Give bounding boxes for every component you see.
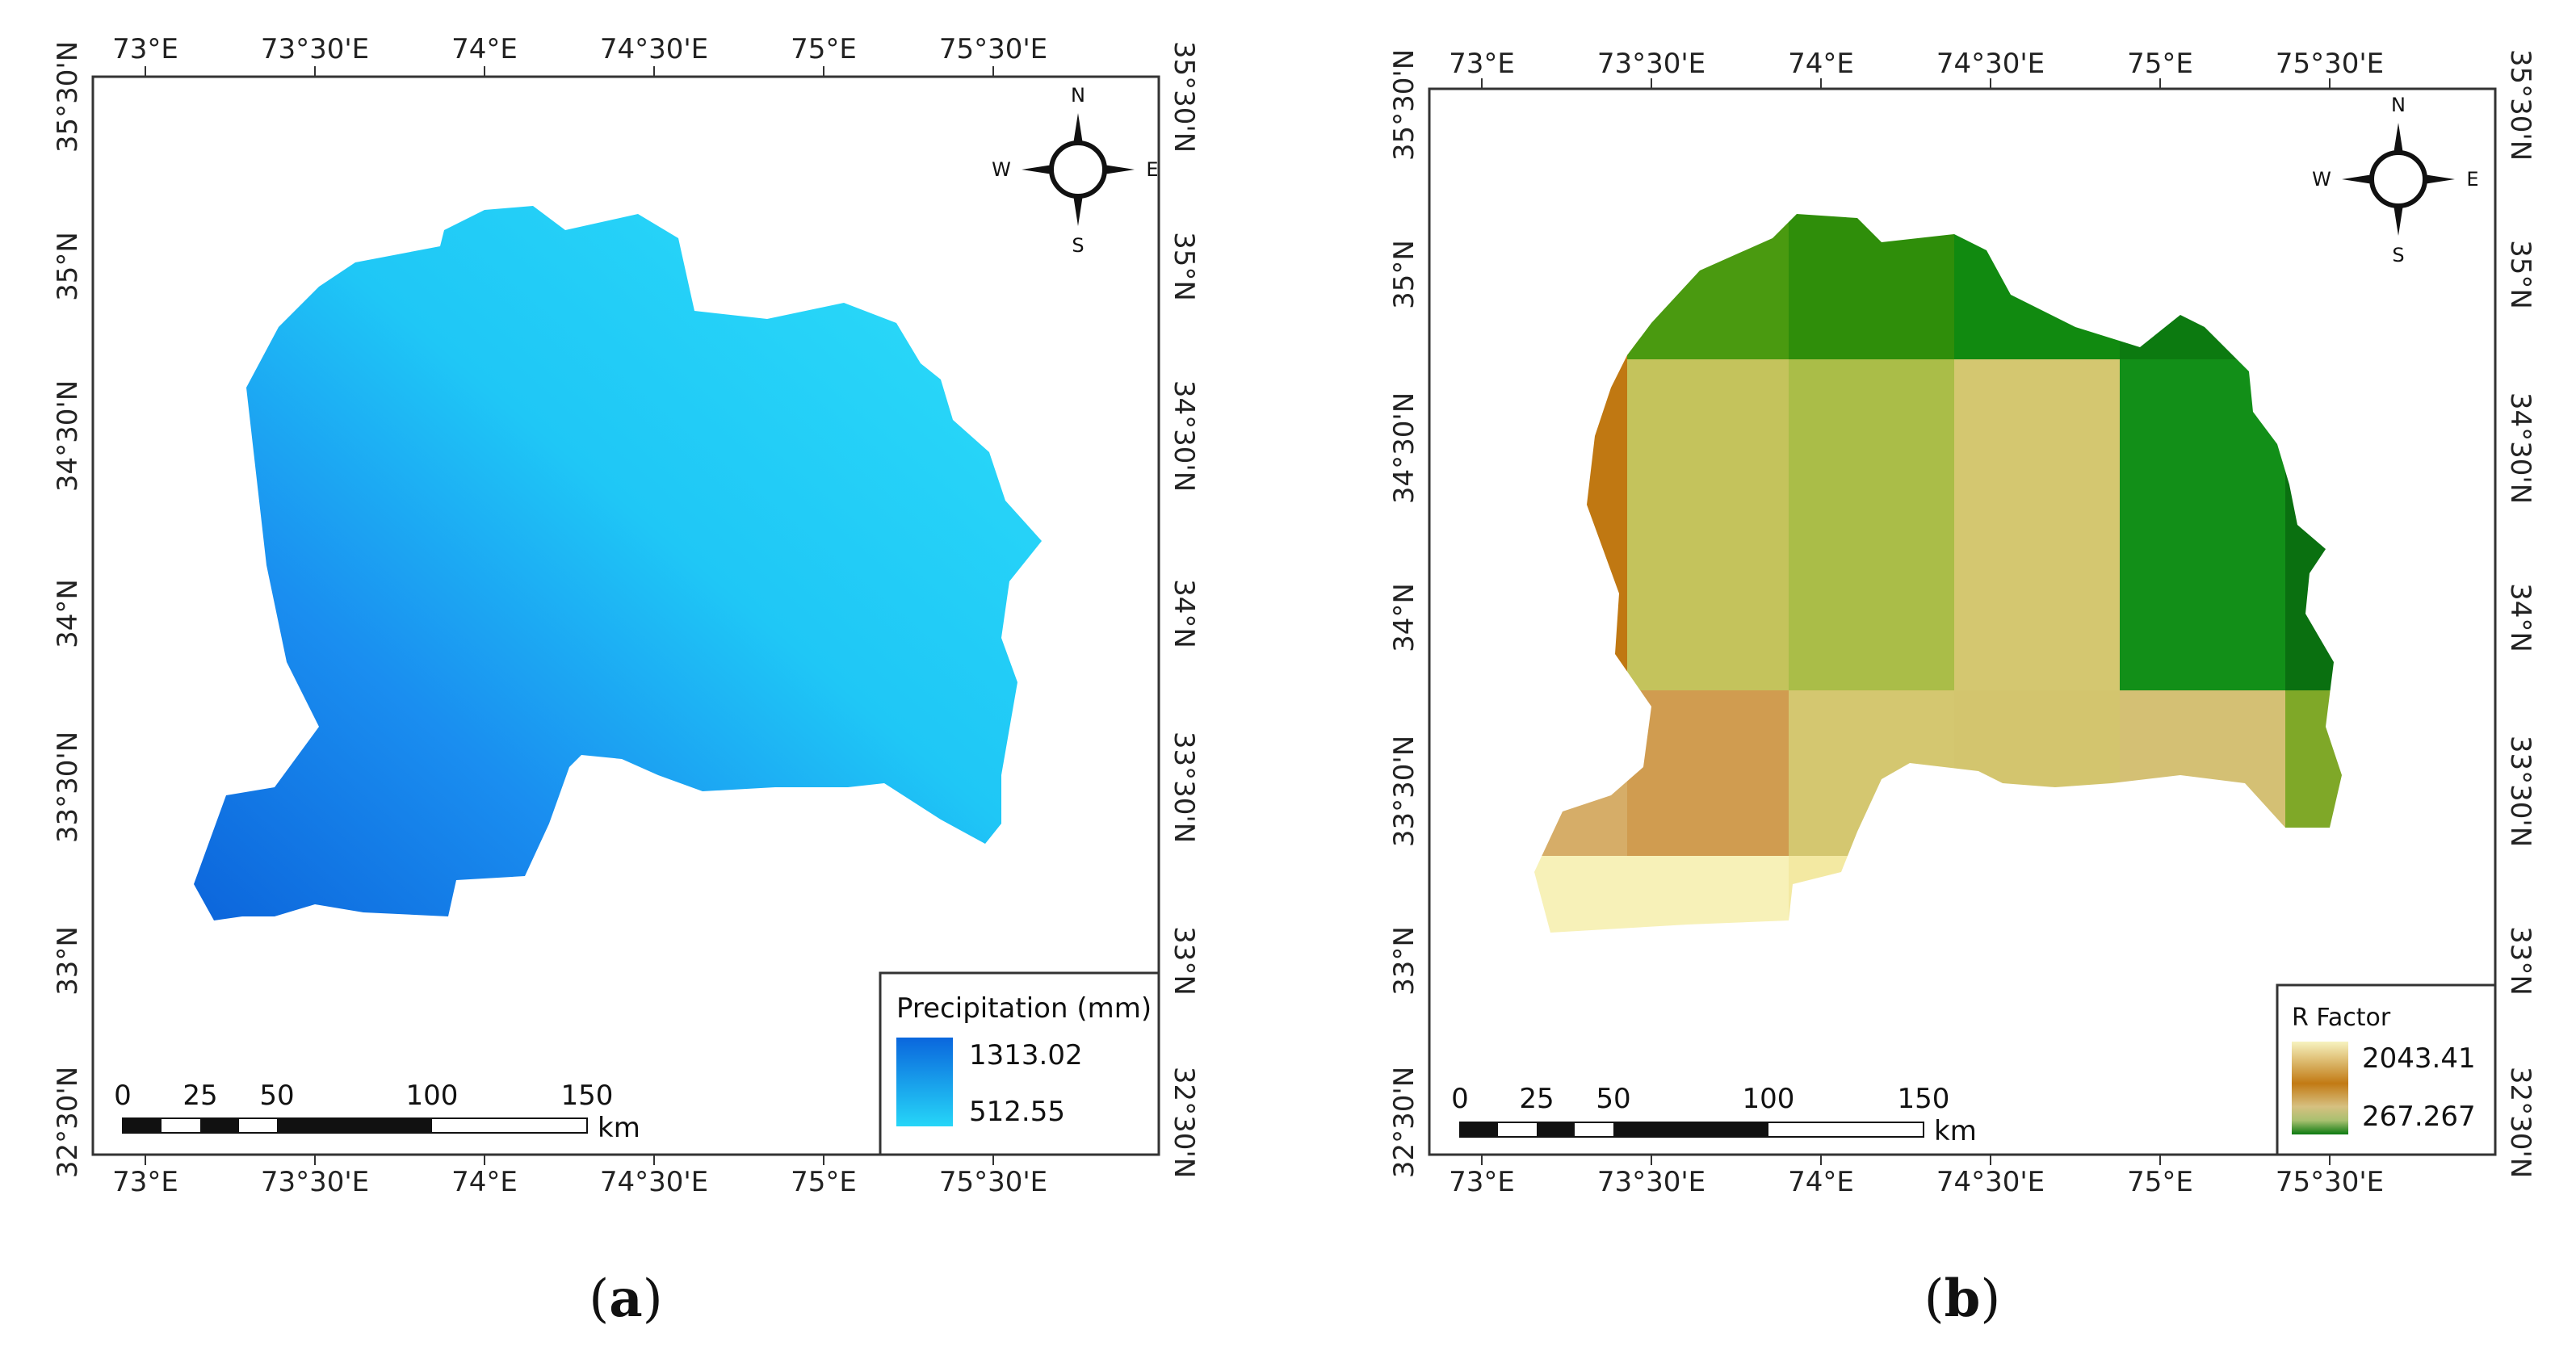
- compass-a-north-label: N: [1071, 84, 1085, 107]
- map-panel-a: 73°E 73°30'E 74°E 74°30'E 75°E 75°30'E 7…: [52, 33, 1200, 1329]
- legend-b-min: 267.267: [2362, 1101, 2476, 1133]
- map-a-lat-right-1: 35°N: [1168, 232, 1200, 301]
- map-a-lon-bottom-4: 75°E: [791, 1166, 857, 1198]
- north-arrow-compass-icon: N S W E: [2312, 94, 2478, 266]
- legend-b-max: 2043.41: [2362, 1042, 2476, 1075]
- map-b-lat-right-5: 33°N: [2504, 926, 2536, 996]
- map-b-lon-bottom-4: 75°E: [2127, 1166, 2193, 1198]
- scale-a-label-150: 150: [561, 1080, 614, 1112]
- map-a-lat-left-3: 34°N: [52, 579, 84, 648]
- map-b-graticule-ticks: [1481, 78, 2331, 1165]
- legend-a-color-ramp: [896, 1038, 953, 1126]
- map-a-lon-top-1: 73°30'E: [261, 33, 369, 65]
- map-a-lat-left-1: 35°N: [52, 232, 84, 301]
- legend-b-title: R Factor: [2292, 1004, 2391, 1032]
- map-b-lat-right-2: 34°30'N: [2504, 392, 2536, 504]
- map-b-lon-top-2: 74°E: [1788, 48, 1854, 80]
- compass-b-east-label: E: [2466, 168, 2478, 191]
- map-b-lon-bottom-3: 74°30'E: [1936, 1166, 2045, 1198]
- legend-a-title: Precipitation (mm): [896, 992, 1152, 1025]
- map-a-lat-right-6: 32°30'N: [1168, 1067, 1200, 1178]
- scale-b-label-0: 0: [1451, 1083, 1469, 1115]
- scale-b-unit: km: [1934, 1115, 1977, 1147]
- map-a-lat-left-0: 35°30'N: [52, 41, 84, 153]
- scale-a-unit: km: [598, 1112, 640, 1144]
- compass-b-north-label: N: [2391, 94, 2406, 116]
- map-b-lat-right-4: 33°30'N: [2504, 736, 2536, 847]
- map-a-lon-bottom-0: 73°E: [112, 1166, 178, 1198]
- map-a-lon-bottom-2: 74°E: [451, 1166, 518, 1198]
- caption-b: (b): [1924, 1268, 2001, 1329]
- map-b-lon-top-5: 75°30'E: [2276, 48, 2384, 80]
- map-b-lat-right-0: 35°30'N: [2504, 49, 2536, 161]
- scale-a-label-100: 100: [406, 1080, 459, 1112]
- map-a-lat-right-0: 35°30'N: [1168, 41, 1200, 153]
- map-b-lat-left-5: 33°N: [1388, 926, 1420, 996]
- map-b-lat-left-3: 34°N: [1388, 583, 1420, 652]
- map-b-lat-left-0: 35°30'N: [1388, 49, 1420, 161]
- map-b-lat-right-3: 34°N: [2504, 583, 2536, 652]
- map-b-lon-top-0: 73°E: [1449, 48, 1515, 80]
- map-b-lat-left-2: 34°30'N: [1388, 392, 1420, 504]
- map-a-lat-left-4: 33°30'N: [52, 732, 84, 843]
- map-a-lat-right-3: 34°N: [1168, 579, 1200, 648]
- scale-b-label-50: 50: [1596, 1083, 1630, 1115]
- map-b-lat-left-4: 33°30'N: [1388, 736, 1420, 847]
- map-a-lat-right-2: 34°30'N: [1168, 380, 1200, 492]
- map-a-lon-bottom-5: 75°30'E: [939, 1166, 1047, 1198]
- map-b-lon-bottom-1: 73°30'E: [1597, 1166, 1705, 1198]
- map-a-lon-bottom-3: 74°30'E: [600, 1166, 708, 1198]
- map-b-lon-top-4: 75°E: [2127, 48, 2193, 80]
- scale-b-label-100: 100: [1743, 1083, 1795, 1115]
- caption-a: (a): [589, 1268, 662, 1329]
- scale-b-label-150: 150: [1898, 1083, 1950, 1115]
- north-arrow-compass-icon: N S W E: [992, 84, 1158, 257]
- map-b-lon-top-1: 73°30'E: [1597, 48, 1705, 80]
- compass-a-south-label: S: [1072, 234, 1084, 257]
- map-a-lat-right-4: 33°30'N: [1168, 732, 1200, 843]
- map-a-lon-top-2: 74°E: [451, 33, 518, 65]
- legend-a-max: 1313.02: [969, 1039, 1083, 1071]
- map-a-lat-left-6: 32°30'N: [52, 1067, 84, 1178]
- map-b-lon-bottom-0: 73°E: [1449, 1166, 1515, 1198]
- map-b-lat-left-1: 35°N: [1388, 240, 1420, 309]
- map-b-lat-right-1: 35°N: [2504, 240, 2536, 309]
- map-a-lon-top-3: 74°30'E: [600, 33, 708, 65]
- map-a-graticule-ticks: [145, 66, 994, 1165]
- map-b-lon-top-3: 74°30'E: [1936, 48, 2045, 80]
- scale-a-label-25: 25: [183, 1080, 217, 1112]
- map-a-lat-right-5: 33°N: [1168, 926, 1200, 996]
- legend-a: Precipitation (mm) 1313.02 512.55: [879, 971, 1160, 1156]
- compass-a-east-label: E: [1146, 158, 1158, 181]
- scale-a-label-0: 0: [114, 1080, 132, 1112]
- scale-a-label-50: 50: [259, 1080, 294, 1112]
- legend-b-color-ramp: [2292, 1042, 2348, 1134]
- map-b-lat-left-6: 32°30'N: [1388, 1067, 1420, 1178]
- map-a-lon-top-0: 73°E: [112, 33, 178, 65]
- scale-b-label-25: 25: [1519, 1083, 1554, 1115]
- map-panel-b: 73°E 73°30'E 74°E 74°30'E 75°E 75°30'E 7…: [1388, 48, 2536, 1329]
- map-b-lon-bottom-5: 75°30'E: [2276, 1166, 2384, 1198]
- compass-a-west-label: W: [992, 158, 1011, 181]
- map-b-lat-right-6: 32°30'N: [2504, 1067, 2536, 1178]
- map-a-lat-left-2: 34°30'N: [52, 380, 84, 492]
- map-a-lat-left-5: 33°N: [52, 926, 84, 996]
- legend-a-min: 512.55: [969, 1096, 1065, 1128]
- legend-b: R Factor 2043.41 267.267: [2276, 983, 2497, 1156]
- map-b-lon-bottom-2: 74°E: [1788, 1166, 1854, 1198]
- map-a-lon-bottom-1: 73°30'E: [261, 1166, 369, 1198]
- compass-b-west-label: W: [2312, 168, 2331, 191]
- map-a-lon-top-5: 75°30'E: [939, 33, 1047, 65]
- compass-b-south-label: S: [2392, 244, 2404, 266]
- map-a-lon-top-4: 75°E: [791, 33, 857, 65]
- scale-bar-a: 0 25 50 100 150 km: [114, 1080, 640, 1144]
- scale-bar-b: 0 25 50 100 150 km: [1451, 1083, 1977, 1147]
